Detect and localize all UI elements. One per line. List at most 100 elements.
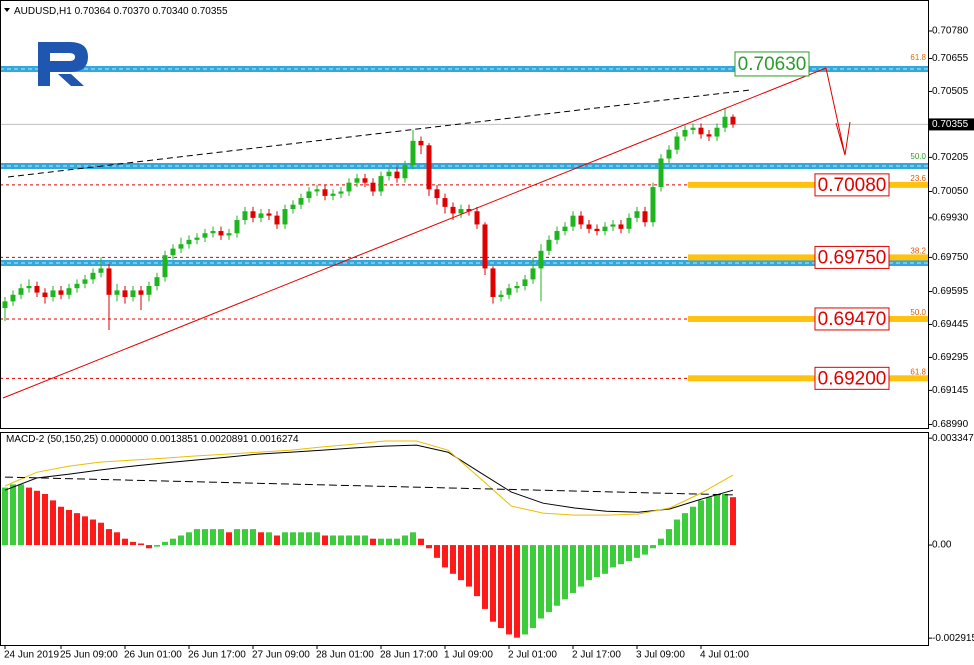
candle-body (522, 279, 528, 286)
candle-body (58, 290, 64, 295)
histogram-bar (386, 538, 392, 546)
histogram-bar (490, 545, 496, 622)
price-level-label: 0.70630 (738, 54, 807, 75)
indicator-value: 0.0013851 (151, 434, 199, 445)
symbol: AUDUSD,H1 (14, 6, 72, 17)
x-tick-label: 27 Jun 09:00 (252, 650, 310, 661)
histogram-bar (34, 490, 40, 546)
histogram-bar (410, 532, 416, 546)
candle-body (538, 250, 544, 269)
histogram-bar (546, 545, 552, 613)
histogram-bar (506, 545, 512, 635)
y-tick-label: 0.70505 (932, 86, 969, 97)
candle-body (242, 211, 248, 221)
candle-body (690, 127, 696, 130)
histogram-bar (74, 513, 80, 546)
histogram-bar (266, 532, 272, 546)
histogram-bar (570, 545, 576, 593)
candle-body (722, 116, 728, 128)
candle-body (282, 209, 288, 225)
price-level-label: 0.70080 (818, 175, 887, 196)
price-level-box (814, 307, 890, 331)
histogram-bar (42, 493, 48, 546)
price-level-box (814, 245, 890, 269)
candle-body (474, 211, 480, 225)
logo (38, 42, 88, 86)
histogram-bar (298, 532, 304, 546)
histogram-bar (642, 545, 648, 555)
ohlc: 0.70340 (152, 6, 189, 17)
histogram-bar (666, 529, 672, 546)
y-tick-label: 0.0033475 (932, 433, 974, 444)
candle-body (274, 215, 280, 225)
candle-body (98, 268, 104, 273)
histogram-bar (242, 529, 248, 546)
histogram-bar (418, 538, 424, 546)
histogram-bar (522, 545, 528, 635)
histogram-bar (130, 541, 136, 546)
candle-body (114, 290, 120, 295)
indicator-line (4, 444, 734, 513)
candle-body (330, 193, 336, 196)
histogram-bar (466, 545, 472, 587)
fib-level-bar (688, 254, 928, 261)
histogram-bar (442, 545, 448, 568)
candle-body (138, 290, 144, 295)
histogram-bar (458, 545, 464, 581)
x-tick-label: 28 Jun 17:00 (380, 650, 438, 661)
histogram-bar (154, 545, 160, 547)
candle-body (66, 288, 72, 295)
candle-body (626, 217, 632, 229)
indicator-line (4, 440, 734, 516)
candle-body (162, 255, 168, 278)
histogram-bar (530, 545, 536, 629)
histogram-bar (514, 545, 520, 638)
histogram-bar (90, 519, 96, 546)
candle-body (546, 239, 552, 251)
candle-body (410, 140, 416, 166)
candle-body (610, 224, 616, 227)
y-tick-label: 0.70050 (932, 186, 969, 197)
candle-body (234, 220, 240, 234)
y-tick-label: 0.69145 (932, 385, 969, 396)
histogram-bar (18, 484, 24, 546)
fib-label: 61.8 (910, 367, 926, 376)
candle-body (498, 294, 504, 297)
y-tick-label: 0.70205 (932, 152, 969, 163)
histogram-bar (170, 538, 176, 546)
candle-body (642, 211, 648, 223)
indicator-name: MACD-2 (50,150,25) (6, 434, 98, 445)
candle-body (2, 301, 8, 308)
x-tick-label: 25 Jun 09:00 (60, 650, 118, 661)
candle-body (74, 283, 80, 289)
candle-body (314, 189, 320, 192)
histogram-bar (650, 545, 656, 549)
candle-body (706, 134, 712, 137)
candle-body (458, 209, 464, 214)
histogram-bar (722, 493, 728, 546)
histogram-bar (314, 532, 320, 546)
candle-body (170, 248, 176, 256)
histogram-bar (362, 535, 368, 546)
candle-body (18, 288, 24, 295)
y-tick-label: 0.00 (932, 540, 952, 551)
histogram-bar (626, 545, 632, 562)
x-tick-label: 2 Jul 17:00 (572, 650, 621, 661)
histogram-bar (146, 545, 152, 549)
candle-body (322, 189, 328, 196)
histogram-bar (122, 538, 128, 546)
indicator-value: 0.0020891 (201, 434, 249, 445)
candle-body (554, 231, 560, 240)
histogram-bar (66, 509, 72, 546)
histogram-bar (450, 545, 456, 574)
main-panel-frame (0, 0, 929, 429)
candle-body (194, 237, 200, 240)
candle-body (466, 209, 472, 212)
price-level-box (814, 366, 890, 390)
x-tick-label: 4 Jul 01:00 (700, 650, 749, 661)
candle-body (578, 215, 584, 225)
candle-body (370, 182, 376, 192)
candle-body (154, 277, 160, 286)
